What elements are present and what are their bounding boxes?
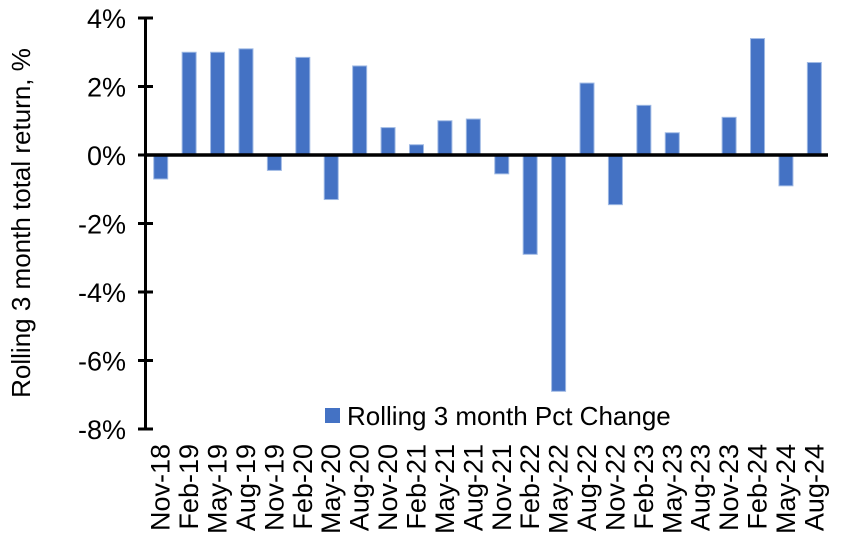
bar-Feb-23 bbox=[636, 104, 652, 156]
x-axis-label: May-24 bbox=[771, 444, 801, 534]
bar-Aug-19 bbox=[238, 48, 254, 156]
bar-Nov-20 bbox=[380, 127, 396, 156]
x-axis-label: Feb-19 bbox=[174, 444, 204, 530]
bar-Nov-22 bbox=[607, 154, 623, 206]
y-tick-label: -8% bbox=[78, 415, 126, 445]
x-axis-label: May-19 bbox=[203, 444, 233, 534]
bar-May-23 bbox=[664, 132, 680, 156]
y-tick-label: 4% bbox=[87, 4, 126, 34]
x-axis-label: Feb-22 bbox=[515, 444, 545, 530]
bar-Aug-22 bbox=[579, 82, 595, 156]
x-axis-label: Aug-24 bbox=[799, 444, 829, 531]
x-axis-label: Nov-18 bbox=[146, 444, 176, 531]
y-tick-label: 2% bbox=[87, 73, 126, 103]
bar-May-20 bbox=[323, 154, 339, 201]
x-axis-label: Nov-21 bbox=[487, 444, 517, 531]
x-axis-label: Feb-23 bbox=[629, 444, 659, 530]
bar-Nov-19 bbox=[266, 154, 282, 171]
x-axis-label: Aug-20 bbox=[345, 444, 375, 531]
bar-Feb-19 bbox=[181, 51, 197, 156]
bar-Nov-18 bbox=[153, 154, 169, 180]
bar-May-21 bbox=[437, 120, 453, 156]
y-tick-label: -2% bbox=[78, 210, 126, 240]
bar-Aug-21 bbox=[465, 118, 481, 156]
x-axis-label: Aug-22 bbox=[572, 444, 602, 531]
x-axis-label: May-22 bbox=[544, 444, 574, 534]
x-axis-label: May-23 bbox=[657, 444, 687, 534]
x-axis-label: Nov-23 bbox=[714, 444, 744, 531]
x-axis-label: May-21 bbox=[430, 444, 460, 534]
axes-group bbox=[144, 16, 828, 431]
legend-color-swatch-icon bbox=[325, 408, 340, 423]
legend: Rolling 3 month Pct Change bbox=[325, 401, 671, 431]
bar-Feb-20 bbox=[295, 56, 311, 156]
x-axis-label: Feb-24 bbox=[743, 444, 773, 530]
bar-May-19 bbox=[210, 51, 226, 156]
x-axis-label: Feb-21 bbox=[401, 444, 431, 530]
bar-May-22 bbox=[551, 154, 567, 392]
x-axis-label: Nov-22 bbox=[600, 444, 630, 531]
bar-Aug-20 bbox=[352, 65, 368, 156]
bar-Nov-23 bbox=[721, 116, 737, 156]
x-axis-label: Aug-21 bbox=[458, 444, 488, 531]
bars-group bbox=[153, 38, 822, 392]
y-axis-title: Rolling 3 month total return, % bbox=[6, 48, 36, 398]
y-axis-ticks: 4% 2% 0% -2% -4% -6% -8% bbox=[78, 4, 153, 445]
y-tick-label: -6% bbox=[78, 347, 126, 377]
x-axis-label: Feb-20 bbox=[288, 444, 318, 530]
x-axis-label: Nov-19 bbox=[259, 444, 289, 531]
bar-Nov-21 bbox=[494, 154, 510, 175]
x-axis-labels: Nov-18Feb-19May-19Aug-19Nov-19Feb-20May-… bbox=[146, 444, 830, 534]
bar-Feb-24 bbox=[750, 38, 766, 156]
bar-Aug-24 bbox=[806, 62, 822, 156]
x-axis-label: Aug-23 bbox=[686, 444, 716, 531]
x-axis-label: May-20 bbox=[316, 444, 346, 534]
y-tick-label: -4% bbox=[78, 278, 126, 308]
x-axis-label: Aug-19 bbox=[231, 444, 261, 531]
y-tick-label: 0% bbox=[87, 141, 126, 171]
bar-Feb-22 bbox=[522, 154, 538, 255]
bar-May-24 bbox=[778, 154, 794, 187]
x-axis-label: Nov-20 bbox=[373, 444, 403, 531]
legend-label: Rolling 3 month Pct Change bbox=[347, 401, 671, 431]
